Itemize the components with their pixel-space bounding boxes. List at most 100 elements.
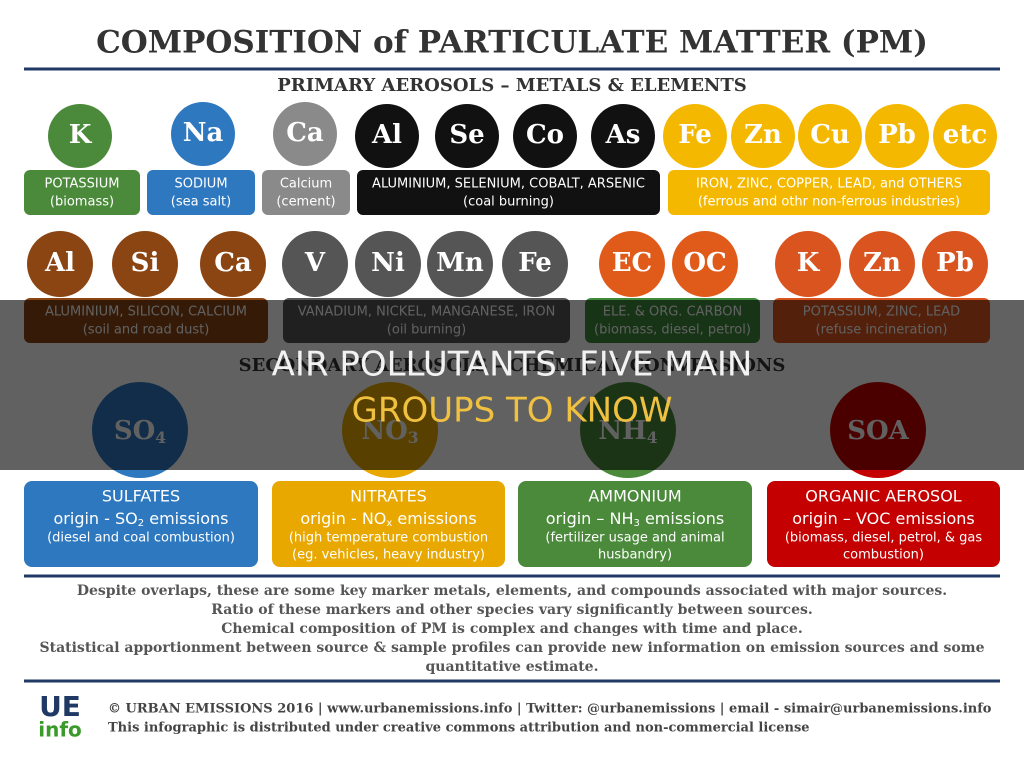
element-symbol: Zn: [863, 248, 901, 278]
compound-detail: husbandry): [598, 548, 672, 563]
note: Chemical composition of PM is complex an…: [221, 621, 802, 637]
element-circle: [731, 104, 795, 168]
text-part: emissions: [640, 509, 724, 528]
source-box: [357, 170, 660, 215]
source-label: ALUMINIUM, SELENIUM, COBALT, ARSENIC: [372, 177, 645, 192]
compound-box: [24, 481, 258, 567]
compound-origin: origin - SO2 emissions: [54, 509, 229, 530]
element-circle: [435, 104, 499, 168]
element-circle: [200, 231, 266, 297]
note: Statistical apportionment between source…: [40, 640, 985, 656]
element-circle: [798, 104, 862, 168]
source-box: [262, 170, 350, 215]
element-symbol: Fe: [518, 248, 552, 278]
element-symbol: K: [797, 248, 821, 278]
element-symbol: Ni: [371, 248, 405, 278]
element-symbol: Co: [526, 120, 564, 150]
element-circle: [171, 102, 235, 166]
source-label: POTASSIUM: [45, 177, 120, 192]
source-label: (ferrous and othr non-ferrous industries…: [698, 195, 960, 210]
text-part: origin – VOC emissions: [792, 509, 975, 528]
element-circle: [775, 231, 841, 297]
note: Despite overlaps, these are some key mar…: [77, 583, 947, 599]
source-box: [668, 170, 990, 215]
element-circle: [599, 231, 665, 297]
element-circle: [112, 231, 178, 297]
compound-box: [767, 481, 1000, 567]
compound-detail: (eg. vehicles, heavy industry): [292, 548, 485, 563]
element-symbol: Al: [44, 248, 75, 278]
title: COMPOSITION of PARTICULATE MATTER (PM): [96, 25, 928, 61]
text-part: origin – NH: [546, 509, 634, 528]
element-symbol: Fe: [678, 120, 712, 150]
source-label: (cement): [276, 195, 335, 210]
source-label: Calcium: [280, 177, 332, 192]
compound-detail: (biomass, diesel, petrol, & gas: [785, 531, 983, 546]
element-circle: [355, 104, 419, 168]
overlay-title: GROUPS TO KNOW: [352, 391, 673, 431]
element-symbol: Se: [449, 120, 484, 150]
element-circle: [273, 102, 337, 166]
element-symbol: Si: [131, 248, 160, 278]
element-symbol: EC: [612, 248, 653, 278]
text-part: emissions: [144, 509, 228, 528]
overlay-band: [0, 300, 1024, 470]
element-circle: [48, 104, 112, 168]
footer-line: This infographic is distributed under cr…: [108, 721, 810, 736]
element-symbol: OC: [683, 248, 726, 278]
element-circle: [591, 104, 655, 168]
text-part: emissions: [392, 509, 476, 528]
compound-name: NITRATES: [350, 487, 427, 506]
element-circle: [672, 231, 738, 297]
compound-box: [272, 481, 505, 567]
element-symbol: Pb: [936, 248, 974, 278]
text-part: 2: [138, 518, 144, 529]
element-symbol: Ca: [286, 118, 324, 148]
element-circle: [502, 231, 568, 297]
compound-origin: origin – NH3 emissions: [546, 509, 724, 530]
element-circle: [849, 231, 915, 297]
element-symbol: Cu: [810, 120, 850, 150]
element-symbol: Mn: [436, 248, 484, 278]
compound-box: [518, 481, 752, 567]
compound-detail: (fertilizer usage and animal: [545, 531, 724, 546]
compound-origin: origin - NOx emissions: [300, 509, 476, 530]
element-circle: [427, 231, 493, 297]
element-symbol: Zn: [744, 120, 782, 150]
logo: info: [38, 718, 82, 742]
source-box: [147, 170, 255, 215]
element-circle: [282, 231, 348, 297]
footer-line: © URBAN EMISSIONS 2016 | www.urbanemissi…: [108, 702, 992, 717]
element-symbol: V: [304, 248, 326, 278]
compound-name: AMMONIUM: [588, 487, 681, 506]
overlay-title: AIR POLLUTANTS: FIVE MAIN: [272, 345, 753, 385]
text-part: x: [386, 518, 392, 529]
element-circle: [865, 104, 929, 168]
element-symbol: As: [605, 120, 641, 150]
element-symbol: etc: [943, 120, 987, 150]
element-symbol: Al: [371, 120, 402, 150]
element-symbol: Na: [183, 118, 224, 148]
text-part: origin - SO: [54, 509, 138, 528]
note: Ratio of these markers and other species…: [211, 602, 812, 618]
compound-origin: origin – VOC emissions: [792, 509, 975, 528]
source-label: (coal burning): [463, 195, 554, 210]
source-label: (sea salt): [171, 195, 231, 210]
element-circle: [922, 231, 988, 297]
text-part: 3: [634, 518, 640, 529]
element-symbol: Ca: [214, 248, 252, 278]
element-circle: [355, 231, 421, 297]
source-label: IRON, ZINC, COPPER, LEAD, and OTHERS: [696, 177, 962, 192]
note: quantitative estimate.: [426, 659, 599, 675]
element-circle: [27, 231, 93, 297]
compound-name: SULFATES: [102, 487, 180, 506]
compound-name: ORGANIC AEROSOL: [805, 487, 962, 506]
element-circle: [513, 104, 577, 168]
source-box: [24, 170, 140, 215]
section-heading: PRIMARY AEROSOLS – METALS & ELEMENTS: [277, 75, 747, 96]
logo: UE: [39, 690, 81, 723]
element-symbol: K: [69, 120, 93, 150]
text-part: origin - NO: [300, 509, 386, 528]
source-label: SODIUM: [174, 177, 227, 192]
